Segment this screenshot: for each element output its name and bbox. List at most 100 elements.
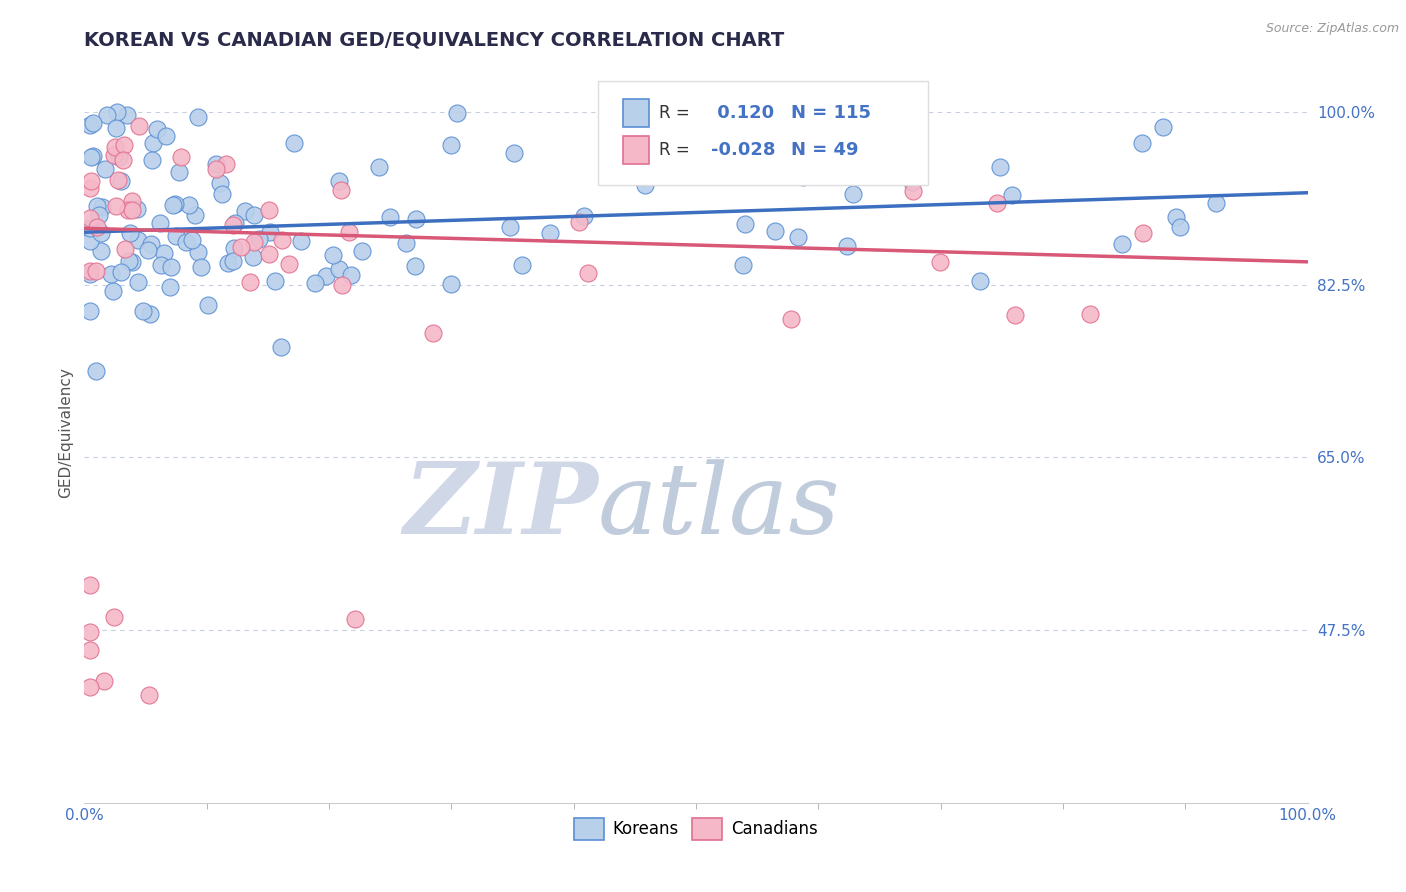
Point [222, 253, 245, 268]
Point [163, 197, 186, 211]
Point [79, 267, 101, 281]
Text: atlas: atlas [598, 459, 841, 554]
Point [89, 208, 111, 222]
Point [243, 235, 266, 250]
Point [90, 244, 112, 258]
Point [538, 226, 561, 240]
Point [330, 277, 353, 292]
Point [440, 138, 463, 153]
Point [120, 227, 142, 241]
Point [141, 153, 163, 168]
Point [290, 234, 312, 248]
Point [304, 276, 326, 290]
Point [233, 203, 256, 218]
Point [792, 170, 814, 185]
Text: N = 115: N = 115 [792, 103, 872, 122]
Point [80, 174, 103, 188]
Point [988, 160, 1011, 174]
Point [239, 275, 262, 289]
Point [633, 178, 655, 193]
Point [330, 183, 353, 197]
Text: ZIP: ZIP [404, 458, 598, 555]
Point [780, 312, 803, 326]
Text: -0.028: -0.028 [710, 141, 775, 159]
Point [278, 257, 301, 271]
Text: 0.120: 0.120 [710, 103, 773, 122]
Point [187, 245, 209, 260]
Point [209, 176, 232, 190]
Point [121, 194, 143, 208]
Point [103, 148, 125, 162]
Point [112, 138, 135, 153]
Point [82, 148, 104, 162]
Point [446, 106, 468, 120]
Point [184, 207, 207, 221]
Text: Source: ZipAtlas.com: Source: ZipAtlas.com [1265, 22, 1399, 36]
Point [117, 203, 139, 218]
Point [138, 688, 160, 702]
Point [842, 187, 865, 202]
FancyBboxPatch shape [623, 99, 650, 127]
Point [242, 250, 264, 264]
Point [142, 136, 165, 150]
Point [79, 234, 101, 248]
Point [404, 259, 426, 273]
Point [211, 187, 233, 202]
Text: N = 49: N = 49 [792, 141, 859, 159]
Point [368, 160, 391, 174]
Point [512, 258, 534, 272]
Point [576, 266, 599, 280]
Point [337, 225, 360, 239]
Point [259, 202, 281, 217]
Point [350, 244, 373, 258]
Point [270, 340, 292, 354]
Point [132, 303, 155, 318]
Point [828, 109, 851, 123]
Point [79, 680, 101, 694]
Point [79, 181, 101, 195]
Point [422, 326, 444, 340]
Point [787, 229, 810, 244]
Point [115, 108, 138, 122]
Point [103, 610, 125, 624]
Point [264, 274, 287, 288]
Point [763, 224, 786, 238]
Point [139, 237, 162, 252]
Point [181, 233, 204, 247]
Point [283, 136, 305, 150]
Point [1004, 308, 1026, 322]
FancyBboxPatch shape [623, 136, 650, 164]
Point [734, 217, 756, 231]
Point [1078, 307, 1101, 321]
Point [86, 220, 108, 235]
Point [1205, 196, 1227, 211]
Point [903, 185, 925, 199]
Point [96, 108, 118, 122]
Point [229, 240, 252, 254]
Y-axis label: GED/Equivalency: GED/Equivalency [58, 368, 73, 498]
Point [79, 221, 101, 235]
Point [114, 242, 136, 256]
Point [146, 121, 169, 136]
Point [86, 364, 108, 378]
Point [1130, 136, 1153, 150]
Point [612, 145, 634, 160]
Point [380, 210, 402, 224]
Point [80, 150, 103, 164]
Point [247, 232, 270, 246]
Point [90, 200, 112, 214]
Point [105, 105, 128, 120]
Point [731, 258, 754, 272]
Point [271, 233, 294, 247]
Point [1152, 120, 1174, 134]
Point [110, 173, 132, 187]
Point [139, 307, 162, 321]
Point [170, 150, 193, 164]
Point [328, 262, 350, 277]
Point [93, 673, 115, 688]
Point [502, 146, 524, 161]
Point [79, 303, 101, 318]
Point [1168, 219, 1191, 234]
Point [343, 612, 366, 626]
Point [162, 197, 184, 211]
